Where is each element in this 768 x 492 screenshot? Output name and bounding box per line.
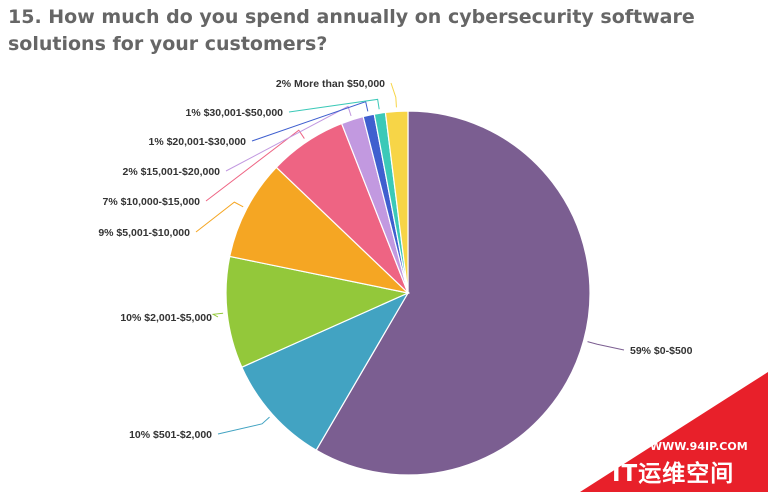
- leader-line-4: [205, 129, 305, 202]
- pie-slice-3: [228, 166, 410, 295]
- pie-slice-0: [315, 110, 591, 476]
- leader-line-3: [195, 201, 244, 233]
- slice-label-4: 7% $10,000-$15,000: [103, 196, 201, 208]
- watermark-brand: IT运维空间: [612, 461, 735, 487]
- slice-labels: 59% $0-$500 10% $501-$2,000 10% $2,001-$5,…: [98, 78, 692, 441]
- slice-label-7: 1% $30,001-$50,000: [186, 107, 284, 119]
- slice-label-6: 1% $20,001-$30,000: [149, 136, 247, 148]
- pie-slice-1: [241, 291, 410, 451]
- slice-label-3: 9% $5,001-$10,000: [98, 227, 190, 239]
- slice-label-1: 10% $501-$2,000: [129, 429, 212, 441]
- pie-slices: [225, 110, 591, 476]
- leader-line-1: [217, 416, 270, 435]
- leader-line-2: [211, 312, 224, 318]
- leader-line-7: [288, 98, 380, 113]
- leader-line-5: [225, 105, 352, 172]
- leader-line-0: [587, 341, 625, 351]
- watermark-url: WWW.94IP.COM: [650, 440, 748, 453]
- slice-label-8: 2% More than $50,000: [276, 78, 385, 90]
- leader-line-6: [251, 100, 369, 142]
- slice-label-5: 2% $15,001-$20,000: [123, 166, 221, 178]
- leader-lines: [195, 82, 625, 435]
- slice-label-0: 59% $0-$500: [630, 345, 693, 357]
- leader-line-8: [390, 82, 397, 108]
- pie-slice-8: [384, 110, 409, 294]
- slice-label-2: 10% $2,001-$5,000: [120, 312, 212, 324]
- chart-title: 15. How much do you spend annually on cy…: [8, 6, 695, 55]
